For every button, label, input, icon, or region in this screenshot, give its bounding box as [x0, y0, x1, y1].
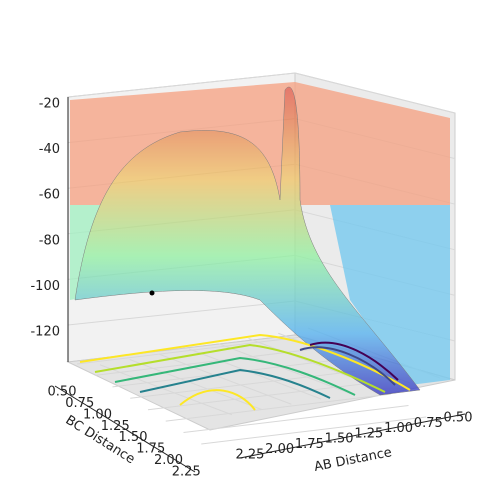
y-tick-label: 0.50	[48, 385, 77, 400]
x-tick-label: 1.50	[325, 432, 354, 447]
x-tick-label: 1.75	[295, 437, 324, 452]
y-tick-label: 1.50	[119, 430, 148, 445]
grid-line	[294, 72, 456, 114]
z-tick-label: -20	[39, 97, 60, 112]
grid-line	[159, 353, 292, 405]
z-tick-label: -60	[39, 188, 60, 203]
z-tick-label: -80	[39, 233, 60, 248]
z-tick-label: -40	[39, 142, 60, 157]
grid-line	[147, 382, 374, 411]
grid-line	[67, 72, 296, 98]
grid-line	[188, 348, 322, 400]
grid-line	[99, 364, 233, 416]
y-tick-label: 1.25	[101, 419, 130, 434]
x-tick-label: 0.50	[444, 411, 473, 426]
grid-line	[94, 347, 320, 376]
y-tick-label: 2.00	[154, 453, 183, 468]
x-tick-label: 2.25	[235, 447, 264, 462]
grid-line	[218, 343, 352, 395]
contours	[79, 333, 411, 411]
grid-line	[130, 370, 356, 399]
y-axis	[54, 385, 196, 473]
y-tick-label: 1.75	[136, 442, 165, 457]
z-tick-label: -100	[30, 279, 60, 294]
z-tick-label: -120	[30, 325, 60, 340]
x-axis	[239, 413, 466, 459]
surface	[70, 82, 450, 396]
x-tick-label: 1.25	[354, 426, 383, 441]
y-tick-label: 2.25	[172, 464, 201, 479]
grid-line	[129, 359, 262, 410]
y-tick-label: 1.00	[83, 407, 112, 422]
grid-line	[183, 405, 409, 434]
y-tick-label: 0.75	[65, 396, 94, 411]
grid-line	[76, 336, 303, 365]
x-axis-label: AB Distance	[313, 445, 393, 475]
grid-line	[67, 300, 296, 326]
grid-line	[201, 416, 427, 445]
grid-line	[165, 393, 391, 422]
x-tick-label: 2.00	[265, 442, 294, 457]
marker	[149, 290, 155, 296]
ticks: -20-40-60-80-100-1200.500.751.001.251.50…	[30, 97, 472, 480]
x-tick-label: 1.00	[384, 421, 413, 436]
x-tick-label: 0.75	[414, 416, 443, 431]
